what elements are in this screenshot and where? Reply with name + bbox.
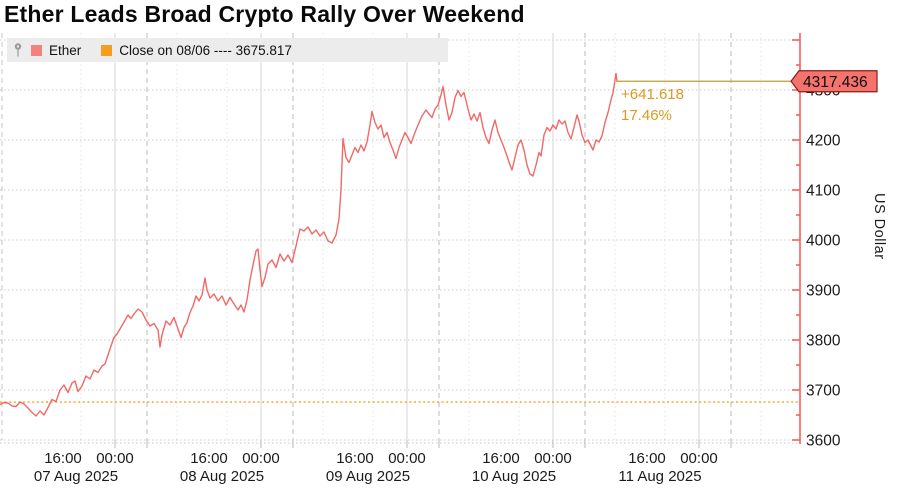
x-axis-date-label: 11 Aug 2025 <box>618 468 701 485</box>
y-axis-title: US Dollar <box>871 193 887 260</box>
ether-series-swatch <box>31 44 42 56</box>
x-axis-time-label: 00:00 <box>534 450 572 467</box>
y-axis-tick-label: 4200 <box>806 133 841 150</box>
x-axis-time-label: 16:00 <box>44 450 82 467</box>
x-axis-time-label: 00:00 <box>242 450 280 467</box>
change-absolute-annotation: +641.618 <box>621 86 684 103</box>
x-axis-date-label: 09 Aug 2025 <box>326 468 410 485</box>
y-axis-tick-label: 4000 <box>806 233 841 250</box>
x-axis-time-label: 00:00 <box>388 450 426 467</box>
y-axis-tick-label: 3800 <box>806 333 841 350</box>
chart-title: Ether Leads Broad Crypto Rally Over Week… <box>4 1 525 27</box>
x-axis-time-label: 16:00 <box>336 450 374 467</box>
x-axis-time-label: 16:00 <box>482 450 520 467</box>
price-line[interactable] <box>0 72 618 417</box>
x-axis-time-label: 00:00 <box>680 450 718 467</box>
x-axis-date-label: 07 Aug 2025 <box>34 468 118 485</box>
last-price-flag-value: 4317.436 <box>803 74 868 91</box>
close-line-swatch <box>101 44 113 56</box>
last-price-flag <box>790 70 878 93</box>
x-axis-date-label: 10 Aug 2025 <box>472 468 556 485</box>
x-axis-time-label: 00:00 <box>96 450 134 467</box>
y-axis-tick-label: 3600 <box>806 433 841 450</box>
change-percent-annotation: 17.46% <box>621 107 672 124</box>
y-axis-tick-label: 3900 <box>806 283 841 300</box>
y-axis-tick-label: 3700 <box>806 383 841 400</box>
x-axis-time-label: 16:00 <box>190 450 228 467</box>
x-axis-time-label: 16:00 <box>628 450 666 467</box>
ether-series-label: Ether <box>49 42 82 58</box>
y-axis-tick-label: 4100 <box>806 183 841 200</box>
x-axis-date-label: 08 Aug 2025 <box>180 468 264 485</box>
legend-bar: Ether Close on 08/06 ---- 3675.817 <box>7 38 448 62</box>
close-line-label: Close on 08/06 ---- 3675.817 <box>119 42 292 58</box>
pin-icon[interactable] <box>12 42 24 58</box>
